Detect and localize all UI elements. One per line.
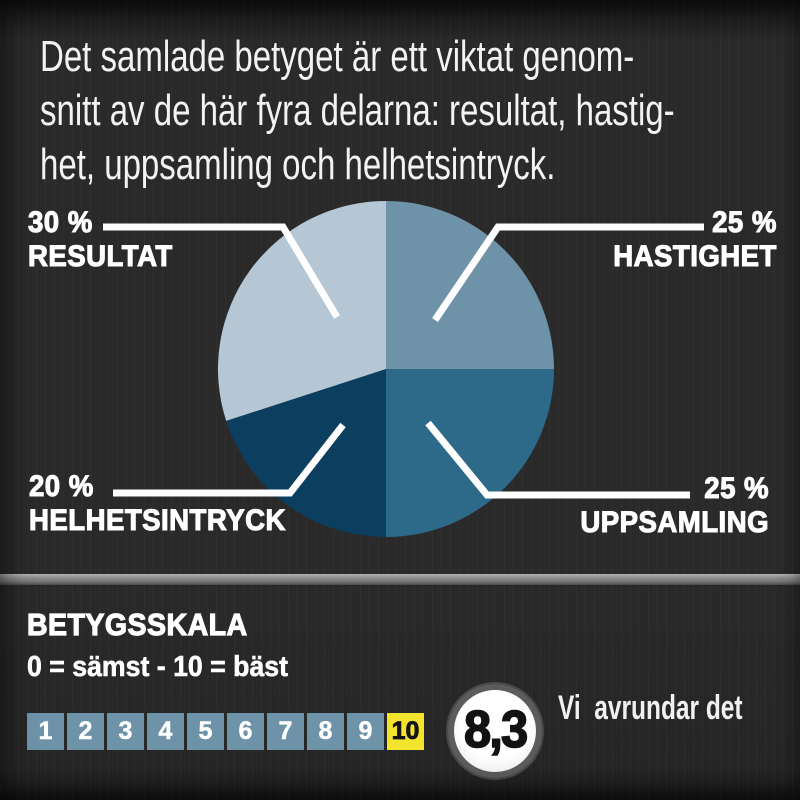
rating-scale: 1 2 3 4 5 6 7 8 9 10 [27, 713, 424, 750]
callout-uppsamling: 25 % UPPSAMLING [564, 471, 769, 540]
scale-box-3: 3 [107, 713, 144, 750]
callout-label: UPPSAMLING [580, 505, 769, 539]
score-badge: 8,3 [448, 684, 542, 778]
pie-slice-hastighet [386, 201, 554, 369]
scale-box-1: 1 [27, 713, 64, 750]
scale-box-4: 4 [147, 713, 184, 750]
scale-box-8: 8 [307, 713, 344, 750]
scale-heading: BETYGSSKALA [26, 607, 248, 642]
callout-label: HASTIGHET [613, 239, 777, 273]
scale-box-9: 9 [347, 713, 384, 750]
pie-slice-helhetsintryck [226, 369, 386, 537]
callout-hastighet: 25 % HASTIGHET [599, 205, 777, 274]
callout-label: HELHETSINTRYCK [28, 503, 286, 537]
callout-line-hastighet [432, 223, 704, 322]
callout-pct: 25 % [712, 205, 777, 239]
scale-box-5: 5 [187, 713, 224, 750]
callout-pct: 25 % [704, 471, 769, 505]
callout-resultat: 30 % RESULTAT [27, 205, 185, 274]
pie-slice-resultat [217, 201, 386, 421]
pie-slice-uppsamling [386, 369, 554, 537]
scale-box-10: 10 [387, 713, 424, 750]
callout-pct: 30 % [27, 205, 93, 239]
callout-line-uppsamling [425, 420, 690, 499]
callout-pct: 20 % [28, 469, 94, 503]
pie-chart [217, 201, 554, 537]
scale-box-2: 2 [67, 713, 104, 750]
callout-line-resultat [103, 223, 341, 319]
section-divider [0, 574, 800, 585]
intro-line: het, uppsamling och helhetsintryck. [40, 140, 556, 189]
scale-subheading: 0 = sämst - 10 = bäst [27, 651, 289, 684]
score-value: 8,3 [463, 700, 529, 760]
callout-label: RESULTAT [27, 239, 173, 273]
scale-box-7: 7 [267, 713, 304, 750]
callout-helhetsintryck: 20 % HELHETSINTRYCK [28, 469, 308, 538]
scale-box-6: 6 [227, 713, 264, 750]
rounding-note: Vi avrundar det samlade bety- get till n… [558, 601, 746, 800]
intro-line: Det samlade betyget är ett viktat genom- [40, 32, 635, 81]
intro-text: Det samlade betyget är ett viktat genom-… [40, 30, 800, 192]
intro-line: snitt av de här fyra delarna: resultat, … [40, 86, 675, 135]
note-line: Vi avrundar det [558, 689, 743, 727]
callout-line-helhetsintryck [113, 422, 346, 497]
